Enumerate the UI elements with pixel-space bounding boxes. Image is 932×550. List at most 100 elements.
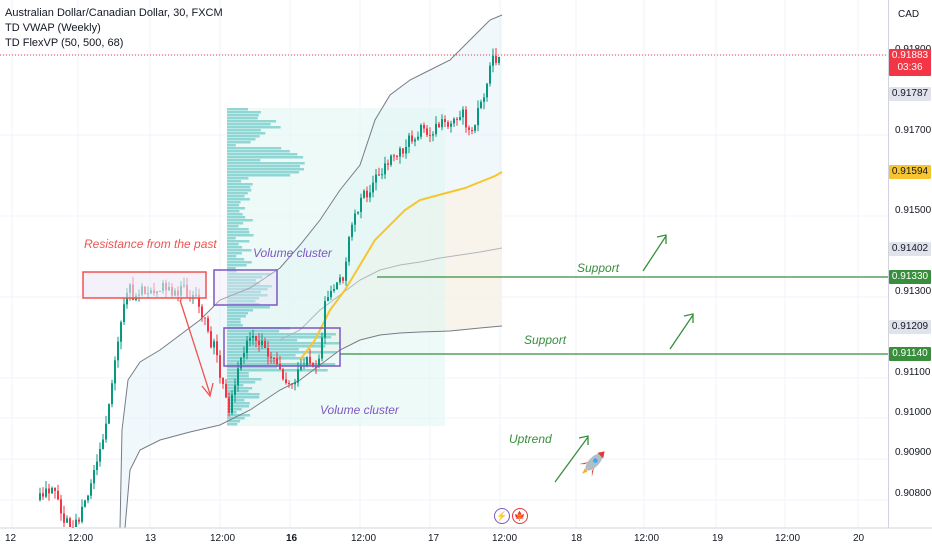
candle-body — [456, 118, 458, 120]
candle-body — [333, 289, 335, 291]
volume-profile-bar — [227, 297, 259, 300]
volume-profile-bar — [227, 315, 246, 318]
time-tick: 17 — [428, 533, 440, 544]
volume-profile-bar — [227, 243, 239, 246]
volume-profile-bar — [227, 162, 305, 165]
candle-body — [438, 123, 440, 128]
candle-body — [246, 340, 248, 353]
candle-body — [498, 57, 500, 63]
volume-profile-bar — [227, 126, 281, 129]
currency-label[interactable]: CAD — [898, 9, 920, 20]
candle-body — [381, 174, 383, 176]
candle-body — [450, 123, 452, 127]
candle-body — [393, 155, 395, 157]
candle-body — [366, 190, 368, 198]
candle-body — [39, 493, 41, 500]
candle-body — [453, 118, 455, 124]
candle-body — [315, 366, 317, 368]
volume-profile-bar — [227, 195, 245, 198]
volume-profile-bar — [227, 318, 241, 321]
candle-body — [198, 294, 200, 307]
volume-profile-bar — [227, 354, 296, 357]
volume-profile-bar — [227, 366, 277, 369]
volume-profile-bar — [227, 120, 277, 123]
candle-body — [396, 155, 398, 157]
candle-body — [360, 197, 362, 212]
candle-body — [270, 356, 272, 358]
volume-profile-bar — [227, 168, 304, 171]
volume-profile-bar — [227, 261, 252, 264]
canada-flag-icon[interactable]: 🍁 — [512, 508, 528, 524]
resistance-box[interactable] — [82, 271, 207, 299]
candle-body — [261, 341, 263, 346]
volume-profile-bar — [227, 336, 332, 339]
volume-profile-bar — [227, 246, 243, 249]
resistance-label[interactable]: Resistance from the past — [84, 237, 217, 251]
volume-profile-bar — [227, 123, 271, 126]
candle-body — [324, 301, 326, 338]
support-label-lower[interactable]: Support — [524, 333, 567, 347]
candle-body — [330, 290, 332, 298]
candle-body — [249, 338, 251, 341]
candle-body — [60, 499, 62, 514]
volume-profile-bar — [227, 270, 237, 273]
candle-body — [45, 488, 47, 497]
volume-profile-bar — [227, 153, 298, 156]
volume-profile-bar — [227, 333, 336, 336]
volume-profile-bar — [227, 252, 242, 255]
volume-cluster-label-top[interactable]: Volume cluster — [253, 246, 332, 260]
candle-body — [96, 461, 98, 471]
volume-profile-bar — [227, 171, 300, 174]
volume-profile-bar — [227, 210, 240, 213]
volume-profile-bar — [227, 213, 243, 216]
volume-cluster-box-top[interactable] — [213, 269, 278, 306]
candle-body — [378, 174, 380, 176]
price-tick: 0.90900 — [895, 447, 932, 458]
support-label-upper[interactable]: Support — [577, 261, 620, 275]
candle-body — [492, 55, 494, 66]
indicator-vwap[interactable]: TD VWAP (Weekly) — [5, 22, 101, 34]
time-tick: 12 — [5, 533, 17, 544]
volume-profile-bar — [227, 225, 239, 228]
volume-profile-bar — [227, 165, 300, 168]
uptrend-label[interactable]: Uptrend — [509, 432, 552, 446]
vwap-lower-band — [124, 325, 503, 529]
candle-body — [99, 449, 101, 462]
candle-body — [78, 519, 80, 522]
candle-body — [384, 163, 386, 175]
volume-profile-bar — [227, 201, 241, 204]
time-tick: 12:00 — [351, 533, 377, 544]
volume-profile-bar — [227, 150, 290, 153]
candle-body — [429, 135, 431, 137]
volume-profile-bar — [227, 291, 261, 294]
indicator-flexvp[interactable]: TD FlexVP (50, 500, 68) — [5, 37, 124, 49]
volume-profile-bar — [227, 177, 249, 180]
volume-profile-bar — [227, 276, 263, 279]
candle-body — [276, 358, 278, 365]
current-price-value: 0.91883 — [891, 50, 929, 61]
price-axis[interactable] — [888, 0, 932, 528]
symbol-title[interactable]: Australian Dollar/Canadian Dollar, 30, F… — [5, 7, 223, 19]
support-lower-price-box: 0.91140 — [889, 347, 931, 361]
candle-body — [258, 340, 260, 346]
volume-cluster-box-bottom[interactable] — [223, 327, 341, 367]
volume-profile-bar — [227, 408, 242, 411]
candle-body — [123, 304, 125, 323]
candle-body — [342, 277, 344, 281]
volume-profile-bar — [227, 369, 328, 372]
volume-cluster-label-bottom[interactable]: Volume cluster — [320, 403, 399, 417]
support-arrow-lower — [669, 314, 694, 350]
volume-profile-bar — [227, 357, 308, 360]
candle-body — [321, 337, 323, 359]
volume-profile-bar — [227, 399, 245, 402]
time-tick: 19 — [712, 533, 724, 544]
volume-profile-bar — [227, 156, 304, 159]
candle-body — [297, 369, 299, 383]
vwap-price-box: 0.91594 — [889, 165, 931, 179]
candle-body — [444, 119, 446, 122]
lightning-icon[interactable]: ⚡ — [494, 508, 510, 524]
candle-body — [225, 383, 227, 398]
candle-body — [93, 470, 95, 484]
volume-profile-bar — [227, 204, 240, 207]
